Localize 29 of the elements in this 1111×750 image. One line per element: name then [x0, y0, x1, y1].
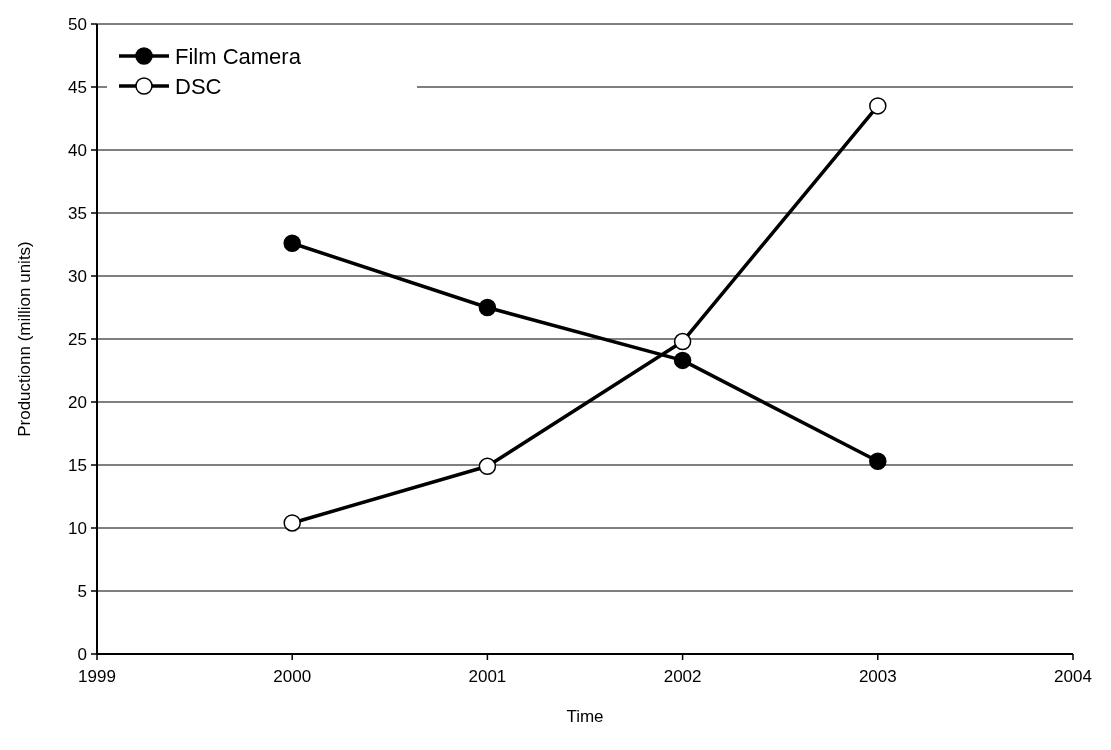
point — [869, 452, 887, 470]
y-tick-label: 25 — [68, 329, 87, 349]
point — [869, 97, 887, 115]
y-tick-label: 35 — [68, 203, 87, 223]
y-tick-label: 45 — [68, 77, 87, 97]
y-tick-label: 30 — [68, 266, 87, 286]
x-tick-label: 2001 — [468, 667, 507, 686]
legend-label: Film Camera — [175, 43, 302, 69]
point — [673, 351, 692, 370]
legend-label: DSC — [175, 73, 222, 99]
y-tick-label: 0 — [77, 644, 87, 664]
point — [478, 298, 497, 317]
x-tick-label: 2003 — [858, 667, 897, 686]
y-tick-label: 40 — [68, 140, 87, 160]
y-axis-title: Productionn (million units) — [15, 241, 34, 437]
y-tick-label: 20 — [68, 392, 87, 412]
y-tick-label: 15 — [68, 455, 87, 475]
y-tick-label: 10 — [68, 518, 87, 538]
point — [478, 457, 497, 476]
point — [283, 514, 301, 532]
y-tick-label: 5 — [77, 581, 87, 601]
x-tick-label: 2000 — [273, 667, 312, 686]
x-tick-label: 2004 — [1054, 667, 1092, 686]
point — [283, 234, 301, 252]
point — [673, 332, 692, 351]
x-tick-label: 1999 — [78, 667, 116, 686]
x-tick-label: 2002 — [663, 667, 702, 686]
x-axis-title: Time — [566, 707, 604, 726]
y-tick-label: 50 — [68, 14, 87, 34]
